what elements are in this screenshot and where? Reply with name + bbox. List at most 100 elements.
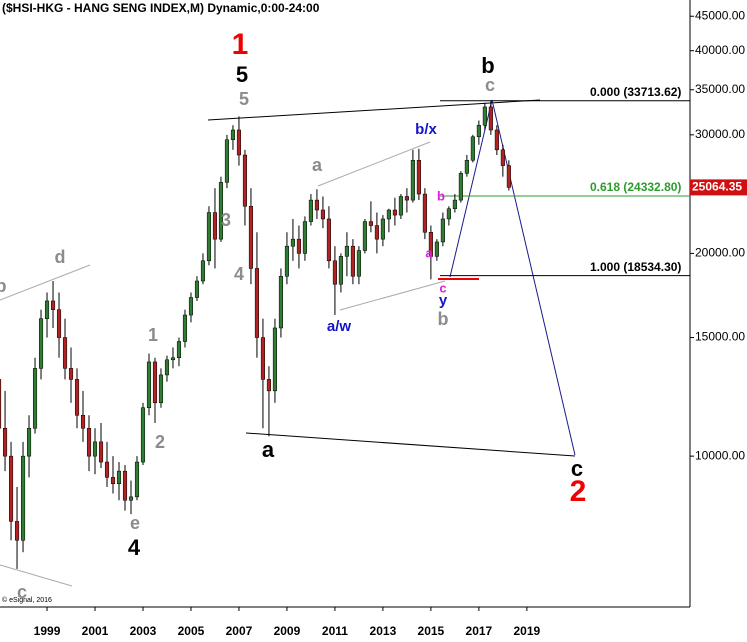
- candle-body: [434, 241, 439, 257]
- x-tick-label: 2015: [418, 624, 445, 638]
- wave-label: d: [55, 247, 66, 267]
- candle-body: [476, 124, 481, 138]
- candle-body: [314, 199, 319, 211]
- x-tick-label: 2019: [514, 624, 541, 638]
- x-tick-label: 2001: [82, 624, 109, 638]
- candle-body: [338, 256, 343, 285]
- candle-body: [398, 196, 403, 216]
- wave-label: b: [0, 276, 7, 296]
- x-tick-label: 2013: [370, 624, 397, 638]
- wave-label: b: [438, 309, 449, 329]
- candle-body: [158, 374, 164, 404]
- channel-line: [317, 141, 431, 187]
- last-price-label: 25064.35: [692, 180, 742, 194]
- candle-body: [170, 357, 176, 361]
- wave-label: b: [437, 188, 445, 203]
- candle-body: [362, 221, 367, 251]
- candle-body: [44, 300, 50, 319]
- candle-body: [488, 106, 493, 131]
- candle-body: [206, 212, 212, 262]
- candle-body: [380, 218, 385, 240]
- x-tick-label: 2017: [466, 624, 493, 638]
- candle-body: [194, 280, 200, 298]
- candle-body: [128, 496, 134, 501]
- candle-body: [164, 359, 170, 376]
- x-tick-label: 2009: [274, 624, 301, 638]
- candle-body: [242, 154, 248, 207]
- candle-body: [266, 379, 271, 392]
- wave-label: a/w: [327, 318, 352, 335]
- wave-label: 4: [234, 264, 244, 284]
- candle-body: [464, 160, 469, 174]
- candle-body: [428, 232, 433, 257]
- candle-body: [62, 337, 68, 369]
- candle-body: [332, 260, 337, 285]
- wave-label: 5: [239, 89, 249, 109]
- candle-body: [296, 238, 301, 254]
- wave-label: c: [439, 280, 446, 295]
- candle-body: [446, 208, 451, 220]
- candle-body: [440, 218, 445, 243]
- y-tick-label: 35000.00: [695, 82, 745, 96]
- candle-body: [374, 225, 379, 240]
- candle-body: [8, 455, 14, 522]
- candle-body: [404, 196, 409, 201]
- wave-label: a: [262, 437, 275, 462]
- wave-label: c: [17, 582, 27, 602]
- wave-label: e: [130, 513, 140, 533]
- channel-line: [0, 564, 73, 587]
- wave-label: a: [425, 245, 433, 260]
- candle-body: [152, 361, 158, 404]
- wave-label: a: [312, 155, 323, 175]
- candle-body: [236, 129, 242, 156]
- fib-label: 0.000 (33713.62): [590, 85, 681, 99]
- fib-label: 0.618 (24332.80): [590, 180, 681, 194]
- candle-body: [200, 260, 206, 282]
- candle-body: [116, 470, 122, 484]
- candle-body: [122, 470, 128, 501]
- candle-body: [272, 327, 277, 392]
- candle-body: [386, 209, 391, 220]
- candle-body: [140, 407, 146, 463]
- candle-body: [284, 245, 289, 277]
- projection-line: [491, 99, 576, 456]
- wave-label: 2: [155, 432, 165, 452]
- wave-label: 2: [570, 475, 587, 508]
- candle-body: [2, 428, 8, 457]
- candle-body: [302, 221, 307, 254]
- candle-body: [368, 221, 373, 226]
- candle-body: [14, 521, 20, 541]
- y-tick-label: 10000.00: [695, 448, 745, 462]
- chart-title: ($HSI-HKG - HANG SENG INDEX,M) Dynamic,0…: [2, 1, 320, 15]
- candle-body: [290, 238, 295, 247]
- candle-body: [344, 245, 349, 257]
- candle-body: [38, 318, 44, 369]
- wave-label: 1: [232, 28, 249, 61]
- candle-body: [230, 129, 236, 140]
- candle-body: [92, 441, 98, 457]
- candle-body: [182, 314, 188, 342]
- candle-body: [188, 297, 194, 316]
- candle-body: [248, 205, 254, 269]
- candle-body: [20, 455, 26, 541]
- candle-body: [32, 368, 38, 429]
- candle-body: [176, 341, 182, 358]
- candle-body: [56, 309, 62, 338]
- candle-body: [500, 149, 505, 166]
- channel-line: [339, 280, 446, 311]
- y-tick-label: 40000.00: [695, 43, 745, 57]
- candle-body: [482, 106, 487, 126]
- candle-body: [350, 245, 355, 277]
- candle-body: [50, 300, 56, 310]
- candle-body: [0, 379, 2, 429]
- y-tick-label: 30000.00: [695, 127, 745, 141]
- candle-body: [356, 250, 361, 277]
- candle-body: [416, 160, 421, 195]
- x-tick-label: 2011: [322, 624, 348, 638]
- y-tick-label: 15000.00: [695, 330, 745, 344]
- candle-body: [452, 199, 457, 209]
- candle-body: [326, 218, 331, 262]
- wave-label: b/x: [415, 121, 437, 138]
- wave-label: 4: [128, 535, 141, 560]
- candle-body: [218, 182, 224, 240]
